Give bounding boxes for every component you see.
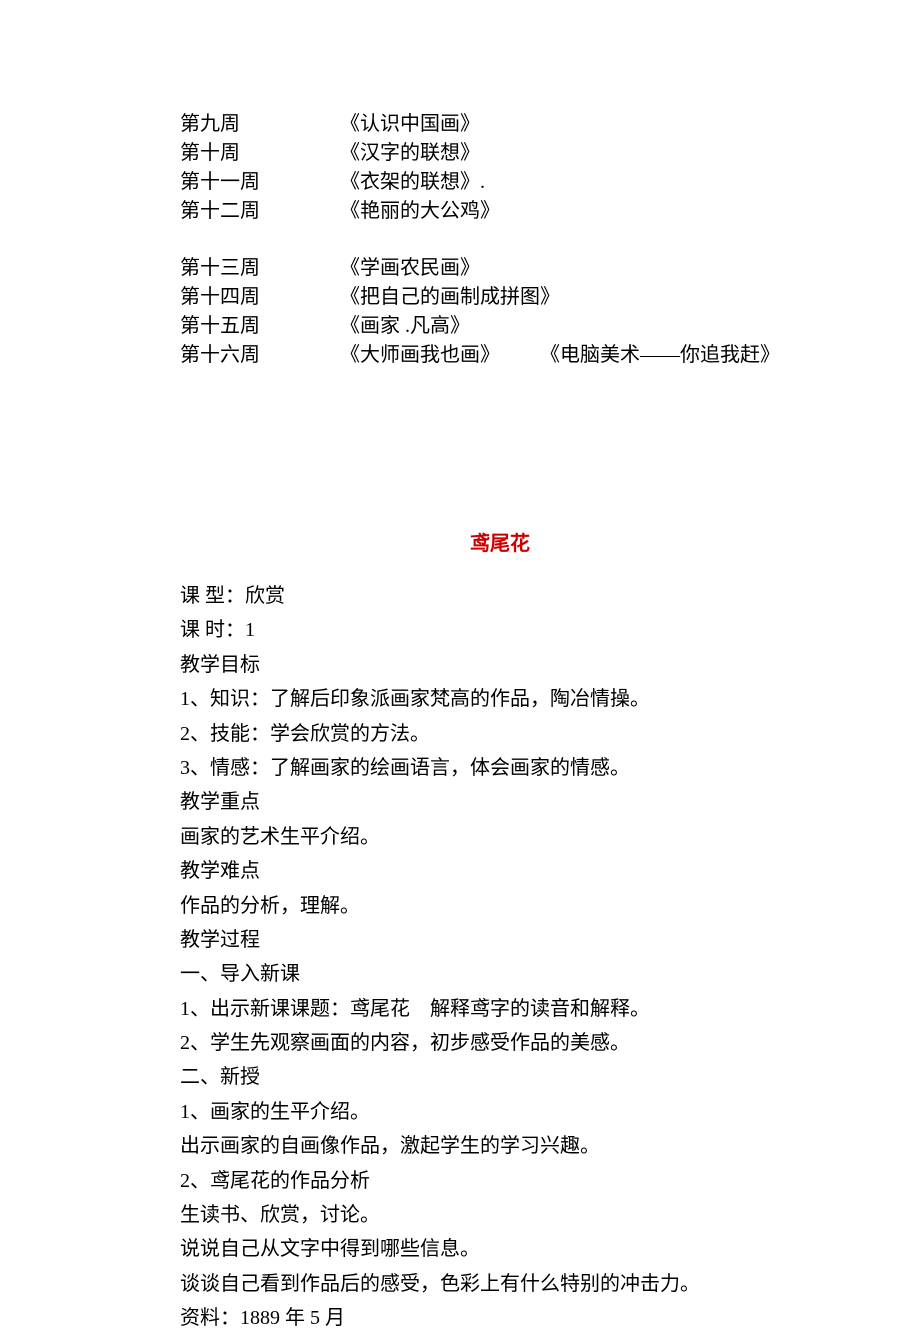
content-line: 2、学生先观察画面的内容，初步感受作品的美感。 xyxy=(180,1026,820,1060)
content-line: 画家的艺术生平介绍。 xyxy=(180,820,820,854)
schedule-row: 第九周 《认识中国画》 xyxy=(180,110,820,139)
week-label: 第九周 xyxy=(180,110,340,139)
content-line: 2、技能：学会欣赏的方法。 xyxy=(180,717,820,751)
content-line: 课 时：1 xyxy=(180,613,820,647)
content-line: 1、出示新课课题：鸢尾花 解释鸢字的读音和解释。 xyxy=(180,992,820,1026)
content-line: 1、画家的生平介绍。 xyxy=(180,1095,820,1129)
schedule-row: 第十三周 《学画农民画》 xyxy=(180,254,820,283)
week-label: 第十三周 xyxy=(180,254,340,283)
content-line: 生读书、欣赏，讨论。 xyxy=(180,1198,820,1232)
content-line: 一、导入新课 xyxy=(180,957,820,991)
lesson-extra: 《电脑美术——你追我赶》 xyxy=(540,341,780,370)
schedule-row: 第十周 《汉字的联想》 xyxy=(180,139,820,168)
lesson-title: 《大师画我也画》 xyxy=(340,341,500,370)
content-line: 二、新授 xyxy=(180,1060,820,1094)
content-line: 2、鸢尾花的作品分析 xyxy=(180,1164,820,1198)
schedule-row: 第十一周 《衣架的联想》. xyxy=(180,168,820,197)
content-line: 教学难点 xyxy=(180,854,820,888)
content-line: 1、知识：了解后印象派画家梵高的作品，陶冶情操。 xyxy=(180,682,820,716)
lesson-content: 课 型：欣赏 课 时：1 教学目标 1、知识：了解后印象派画家梵高的作品，陶冶情… xyxy=(180,579,820,1336)
lesson-title: 《衣架的联想》. xyxy=(340,168,820,197)
lesson-title: 《画家 .凡高》 xyxy=(340,312,820,341)
schedule-row: 第十六周 《大师画我也画》 《电脑美术——你追我赶》 xyxy=(180,341,820,370)
content-line: 谈谈自己看到作品后的感受，色彩上有什么特别的冲击力。 xyxy=(180,1267,820,1301)
lesson-main-title: 鸢尾花 xyxy=(470,533,530,555)
content-line: 作品的分析，理解。 xyxy=(180,889,820,923)
lesson-title: 《认识中国画》 xyxy=(340,110,820,139)
lesson-title-section: 鸢尾花 xyxy=(180,530,820,559)
lesson-title: 《学画农民画》 xyxy=(340,254,820,283)
week-label: 第十五周 xyxy=(180,312,340,341)
week-label: 第十二周 xyxy=(180,197,340,226)
schedule-block-2: 第十三周 《学画农民画》 第十四周 《把自己的画制成拼图》 第十五周 《画家 .… xyxy=(180,254,820,370)
lesson-title: 《汉字的联想》 xyxy=(340,139,820,168)
content-line: 教学重点 xyxy=(180,785,820,819)
content-line: 资料：1889 年 5 月 xyxy=(180,1301,820,1335)
content-line: 教学目标 xyxy=(180,648,820,682)
schedule-row: 第十四周 《把自己的画制成拼图》 xyxy=(180,283,820,312)
lesson-title: 《把自己的画制成拼图》 xyxy=(340,283,820,312)
schedule-row: 第十五周 《画家 .凡高》 xyxy=(180,312,820,341)
schedule-row: 第十二周 《艳丽的大公鸡》 xyxy=(180,197,820,226)
content-line: 出示画家的自画像作品，激起学生的学习兴趣。 xyxy=(180,1129,820,1163)
week-label: 第十一周 xyxy=(180,168,340,197)
content-line: 课 型：欣赏 xyxy=(180,579,820,613)
schedule-block-1: 第九周 《认识中国画》 第十周 《汉字的联想》 第十一周 《衣架的联想》. 第十… xyxy=(180,110,820,226)
week-label: 第十六周 xyxy=(180,341,340,370)
content-line: 教学过程 xyxy=(180,923,820,957)
week-label: 第十四周 xyxy=(180,283,340,312)
content-line: 说说自己从文字中得到哪些信息。 xyxy=(180,1232,820,1266)
lesson-title: 《艳丽的大公鸡》 xyxy=(340,197,820,226)
content-line: 3、情感：了解画家的绘画语言，体会画家的情感。 xyxy=(180,751,820,785)
week-label: 第十周 xyxy=(180,139,340,168)
